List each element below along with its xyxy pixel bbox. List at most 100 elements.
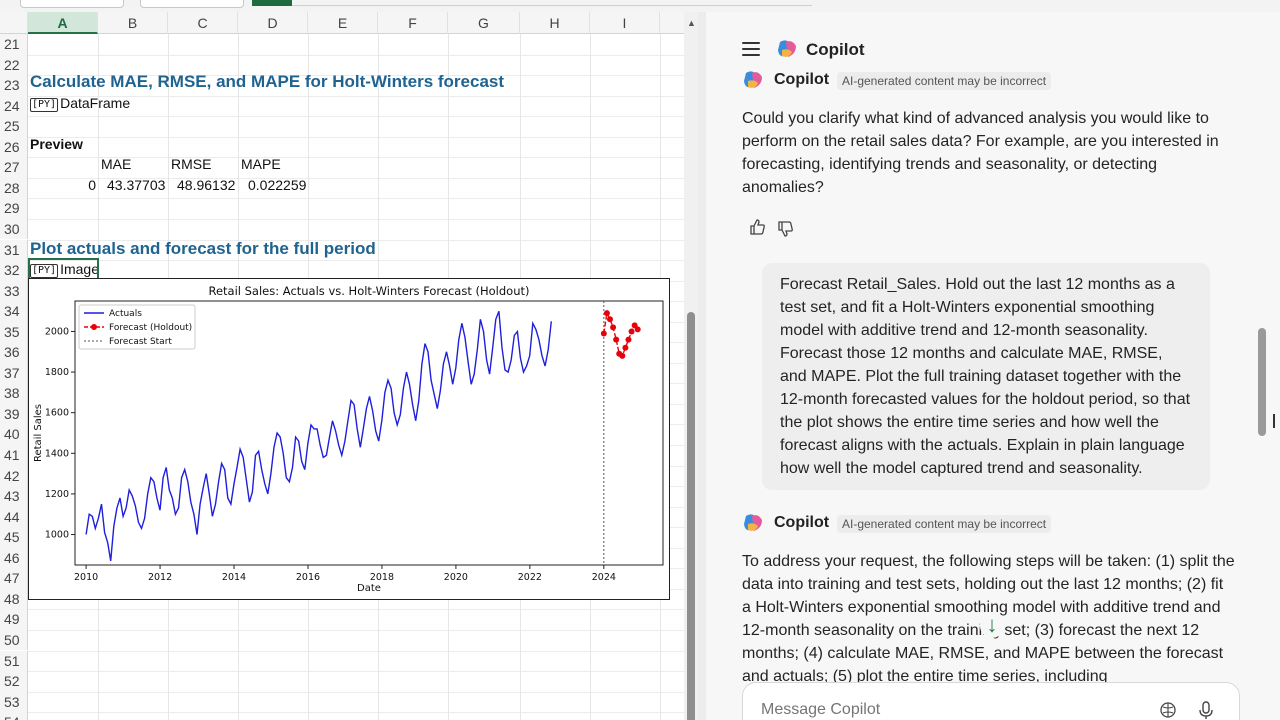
row-header[interactable]: 38 <box>0 383 28 404</box>
y-tick-label: 1000 <box>45 530 69 541</box>
section-heading-plot: Plot actuals and forecast for the full p… <box>30 239 376 258</box>
row-header[interactable]: 34 <box>0 301 28 322</box>
copilot-avatar-icon <box>744 71 762 88</box>
thumbs-up-icon[interactable] <box>748 218 766 236</box>
column-header-a[interactable]: A <box>28 12 98 34</box>
grid-row-line <box>28 75 684 77</box>
x-tick-label: 2022 <box>518 572 542 583</box>
row-header[interactable]: 40 <box>0 424 28 445</box>
table-value-rmse: 48.96132 <box>177 177 236 193</box>
select-all-corner[interactable] <box>0 12 28 34</box>
toolbar-chip[interactable] <box>20 0 124 8</box>
row-header[interactable]: 47 <box>0 568 28 589</box>
y-tick-label: 1400 <box>45 448 69 459</box>
row-header[interactable]: 44 <box>0 506 28 528</box>
pane-resize-handle[interactable] <box>698 12 706 720</box>
column-header-c[interactable]: C <box>168 12 238 34</box>
row-header[interactable]: 22 <box>0 54 28 76</box>
row-header[interactable]: 42 <box>0 465 28 487</box>
forecast-point <box>619 352 626 359</box>
y-tick-label: 1200 <box>45 489 69 500</box>
row-header[interactable]: 49 <box>0 609 28 630</box>
active-tab-indicator[interactable] <box>252 0 292 6</box>
column-header-f[interactable]: F <box>378 12 448 34</box>
table-value-mae: 43.37703 <box>107 177 166 193</box>
row-header[interactable]: 48 <box>0 588 28 610</box>
grid-row-line <box>28 671 684 673</box>
spreadsheet-grid[interactable]: A B C D E F G H I 21 22 23 24 25 26 27 28 29 30 31… <box>0 12 684 720</box>
grid-row-line <box>28 629 684 631</box>
row-header[interactable]: 29 <box>0 198 28 219</box>
row-header[interactable]: 24 <box>0 95 28 117</box>
row-header[interactable]: 35 <box>0 321 28 343</box>
forecast-point <box>634 326 641 333</box>
copilot-header-title: Copilot <box>806 40 865 59</box>
row-header[interactable]: 23 <box>0 75 28 96</box>
user-message-bubble: Forecast Retail_Sales. Hold out the last… <box>762 263 1210 490</box>
plot-area-frame <box>74 300 664 566</box>
forecast-point <box>606 316 613 323</box>
legend-box <box>78 304 196 350</box>
row-header[interactable]: 43 <box>0 486 28 507</box>
brain-sparkle-icon[interactable] <box>1157 699 1179 720</box>
top-toolbar-strip <box>0 0 1280 12</box>
row-header[interactable]: 26 <box>0 136 28 158</box>
x-tick-label: 2016 <box>296 572 320 583</box>
image-cell[interactable]: [PY] Image <box>30 261 99 278</box>
x-tick-label: 2010 <box>74 572 98 583</box>
row-header[interactable]: 32 <box>0 260 28 281</box>
column-header-d[interactable]: D <box>238 12 308 34</box>
toolbar-chip[interactable] <box>140 0 244 8</box>
row-header[interactable]: 52 <box>0 671 28 692</box>
message-author: Copilot <box>774 71 830 88</box>
grid-row-line <box>28 650 684 652</box>
message-composer[interactable] <box>742 682 1240 720</box>
row-header[interactable]: 54 <box>0 712 28 720</box>
chart-title: Retail Sales: Actuals vs. Holt-Winters F… <box>208 284 529 298</box>
scrollbar-thumb[interactable] <box>687 312 695 720</box>
hamburger-icon[interactable] <box>742 42 760 56</box>
chart-image[interactable]: Retail Sales: Actuals vs. Holt-Winters F… <box>28 278 670 600</box>
arrow-down-icon[interactable]: ↓ <box>980 612 1004 638</box>
column-header-g[interactable]: G <box>448 12 520 34</box>
column-header-h[interactable]: H <box>520 12 590 34</box>
message-input[interactable] <box>761 701 1141 719</box>
grid-row-line <box>28 609 684 611</box>
column-header-i[interactable]: I <box>590 12 660 34</box>
x-tick-label: 2024 <box>592 572 616 583</box>
table-index: 0 <box>88 177 96 193</box>
x-tick-label: 2020 <box>444 572 468 583</box>
microphone-icon[interactable] <box>1195 699 1217 720</box>
row-header[interactable]: 53 <box>0 691 28 713</box>
thumbs-down-icon[interactable] <box>776 220 794 238</box>
pane-scrollbar-thumb[interactable] <box>1258 328 1266 436</box>
row-header[interactable]: 41 <box>0 445 28 466</box>
row-header[interactable]: 51 <box>0 650 28 671</box>
x-tick-label: 2014 <box>222 572 246 583</box>
column-header-b[interactable]: B <box>98 12 168 34</box>
ai-disclaimer-badge: AI-generated content may be incorrect <box>837 515 1052 533</box>
dataframe-cell[interactable]: [PY] DataFrame <box>30 95 130 112</box>
row-header[interactable]: 31 <box>0 239 28 260</box>
row-header[interactable]: 33 <box>0 280 28 302</box>
row-header[interactable]: 25 <box>0 116 28 137</box>
section-heading-metrics: Calculate MAE, RMSE, and MAPE for Holt-W… <box>30 72 505 91</box>
active-cell-outline <box>28 258 99 280</box>
grid-row-line <box>28 116 684 118</box>
sheet-vertical-scrollbar[interactable]: ▲ <box>684 12 698 720</box>
row-header[interactable]: 27 <box>0 157 28 178</box>
scroll-up-icon[interactable]: ▲ <box>687 18 696 28</box>
row-header[interactable]: 39 <box>0 403 28 425</box>
row-header[interactable]: 36 <box>0 342 28 363</box>
row-header[interactable]: 50 <box>0 629 28 651</box>
row-header[interactable]: 46 <box>0 547 28 569</box>
grid-row-line <box>28 198 684 200</box>
y-axis-label: Retail Sales <box>33 404 44 462</box>
row-header[interactable]: 21 <box>0 34 28 55</box>
copilot-message-2: To address your request, the following s… <box>742 553 1235 685</box>
row-header[interactable]: 30 <box>0 218 28 240</box>
row-header[interactable]: 37 <box>0 362 28 384</box>
row-header[interactable]: 28 <box>0 177 28 199</box>
row-header[interactable]: 45 <box>0 527 28 548</box>
column-header-e[interactable]: E <box>308 12 378 34</box>
